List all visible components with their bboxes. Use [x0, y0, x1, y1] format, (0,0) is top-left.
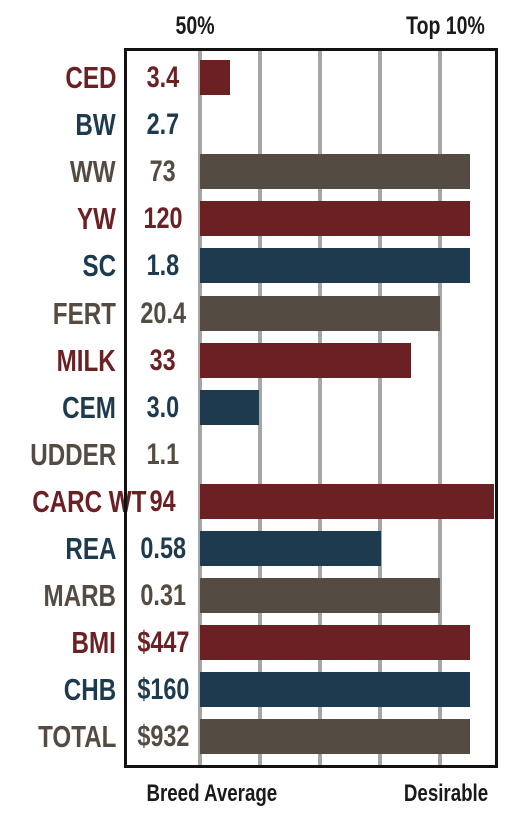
category-label-bmi: BMI: [0, 623, 116, 663]
footer-desirable-text: Desirable: [403, 780, 489, 807]
value-label-chb: $160: [128, 670, 198, 710]
category-text-udder: UDDER: [30, 437, 116, 472]
value-label-yw: 120: [128, 199, 198, 239]
bar-ced: [200, 60, 230, 95]
bar-yw: [200, 201, 470, 236]
value-label-total: $932: [128, 717, 198, 757]
header-50-percent-label: 50%: [170, 12, 220, 41]
value-label-marb: 0.31: [128, 576, 198, 616]
value-label-bmi: $447: [128, 623, 198, 663]
category-label-total: TOTAL: [0, 717, 116, 757]
category-text-carc-wt: CARC WT: [32, 484, 147, 519]
value-label-carc-wt: 94: [128, 482, 198, 522]
category-text-fert: FERT: [52, 296, 116, 331]
category-text-cem: CEM: [62, 390, 116, 425]
value-text-marb: 0.31: [140, 579, 186, 612]
value-text-milk: 33: [149, 344, 177, 377]
value-label-fert: 20.4: [128, 294, 198, 334]
value-text-carc-wt: 94: [149, 485, 177, 518]
bar-rea: [200, 531, 381, 566]
category-label-rea: REA: [0, 529, 116, 569]
category-text-bmi: BMI: [71, 625, 116, 660]
value-label-udder: 1.1: [128, 435, 198, 475]
value-text-rea: 0.58: [140, 532, 186, 565]
category-label-ced: CED: [0, 58, 116, 98]
value-label-ced: 3.4: [128, 58, 198, 98]
category-text-chb: CHB: [63, 672, 116, 707]
bar-marb: [200, 578, 440, 613]
category-text-rea: REA: [64, 531, 116, 566]
value-text-udder: 1.1: [146, 438, 180, 471]
gridline-3: [318, 51, 322, 765]
category-text-milk: MILK: [56, 343, 116, 378]
value-text-ced: 3.4: [146, 61, 180, 94]
value-text-ww: 73: [149, 155, 177, 188]
value-text-yw: 120: [143, 202, 183, 235]
value-label-sc: 1.8: [128, 246, 198, 286]
footer-breed-average-text: Breed Average: [146, 780, 278, 807]
chart-frame: [124, 48, 498, 768]
category-label-fert: FERT: [0, 294, 116, 334]
category-label-sc: SC: [0, 246, 116, 286]
bar-sc: [200, 248, 470, 283]
category-text-marb: MARB: [43, 578, 116, 613]
value-label-milk: 33: [128, 341, 198, 381]
value-label-cem: 3.0: [128, 388, 198, 428]
category-label-marb: MARB: [0, 576, 116, 616]
gridline-5: [438, 51, 442, 765]
header-50-percent-text: 50%: [175, 12, 215, 40]
bar-bmi: [200, 625, 470, 660]
category-label-chb: CHB: [0, 670, 116, 710]
category-label-milk: MILK: [0, 341, 116, 381]
category-label-bw: BW: [0, 105, 116, 145]
category-label-udder: UDDER: [0, 435, 116, 475]
header-top-10-label: Top 10%: [395, 12, 496, 41]
category-label-cem: CEM: [0, 388, 116, 428]
value-text-total: $932: [136, 720, 190, 753]
category-text-ced: CED: [64, 60, 116, 95]
header-top-10-text: Top 10%: [406, 12, 485, 40]
category-text-total: TOTAL: [37, 719, 116, 754]
value-label-rea: 0.58: [128, 529, 198, 569]
value-text-cem: 3.0: [146, 391, 180, 424]
value-label-ww: 73: [128, 152, 198, 192]
value-text-bw: 2.7: [146, 108, 180, 141]
value-text-chb: $160: [136, 673, 190, 706]
bar-ww: [200, 154, 470, 189]
value-text-bmi: $447: [136, 626, 190, 659]
value-text-sc: 1.8: [146, 249, 180, 282]
bar-chb: [200, 672, 470, 707]
gridline-2: [258, 51, 262, 765]
category-text-ww: WW: [70, 154, 116, 189]
category-text-sc: SC: [82, 248, 116, 283]
category-text-yw: YW: [77, 201, 116, 236]
gridline-4: [378, 51, 382, 765]
bar-total: [200, 719, 470, 754]
value-label-bw: 2.7: [128, 105, 198, 145]
bar-fert: [200, 296, 440, 331]
category-label-ww: WW: [0, 152, 116, 192]
category-text-bw: BW: [75, 107, 116, 142]
bar-carc-wt: [200, 484, 494, 519]
footer-breed-average-label: Breed Average: [128, 780, 296, 808]
category-label-carc-wt: CARC WT: [0, 482, 146, 522]
footer-desirable-label: Desirable: [392, 780, 500, 808]
value-text-fert: 20.4: [140, 297, 186, 330]
bar-cem: [200, 390, 259, 425]
bar-milk: [200, 343, 411, 378]
category-label-yw: YW: [0, 199, 116, 239]
